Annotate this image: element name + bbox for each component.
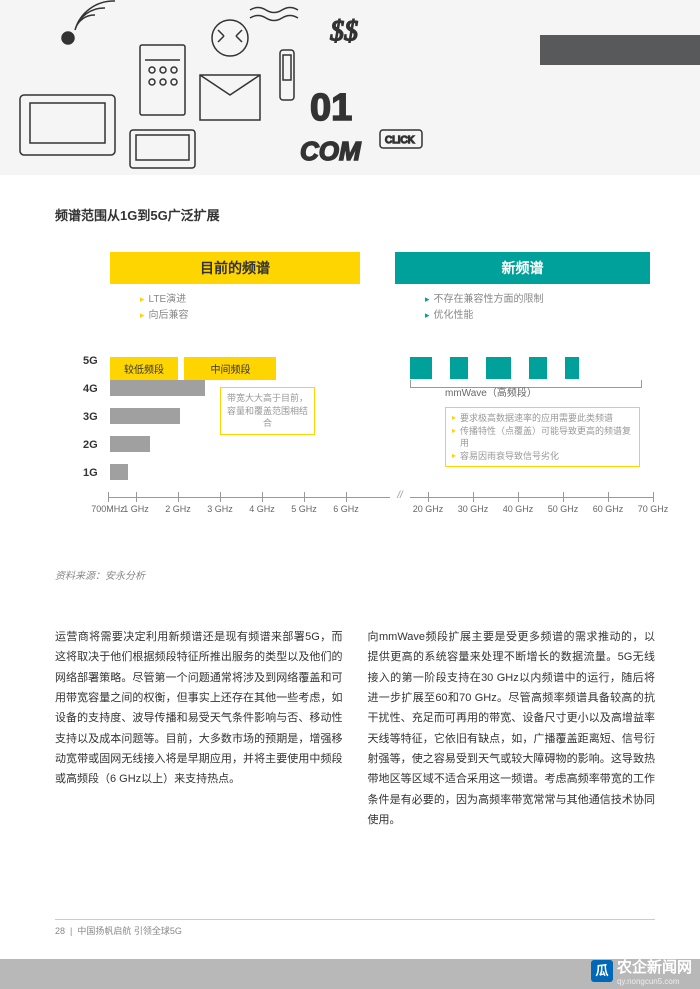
new-spectrum-title: 新频谱 [395,252,650,284]
watermark: 瓜 农企新闻网 qy.nongcun5.com [591,956,692,986]
body-text: 运营商将需要决定利用新频谱还是现有频谱来部署5G，而这将取决于他们根据频段特征所… [55,627,655,830]
svg-text:COM: COM [300,136,362,166]
svg-text:CLICK: CLICK [385,135,415,146]
left-note: 带宽大大高于目前，容量和覆盖范围相结合 [220,387,315,435]
axis-break: // [390,490,410,504]
watermark-logo: 瓜 [591,960,613,982]
frequency-axis: // 700MHz1 GHz2 GHz3 GHz4 GHz5 GHz6 GHz2… [108,492,653,520]
column-1: 运营商将需要决定利用新频谱还是现有频谱来部署5G，而这将取决于他们根据频段特征所… [55,627,343,830]
new-bullets: 不存在兼容性方面的限制 优化性能 [395,292,650,324]
svg-text:01: 01 [310,87,352,129]
section-title: 频谱范围从1G到5G广泛扩展 [55,205,655,224]
current-bullets: LTE演进 向后兼容 [110,292,360,324]
main-content: 频谱范围从1G到5G广泛扩展 目前的频谱 LTE演进 向后兼容 新频谱 不存在兼… [0,175,700,830]
current-spectrum-title: 目前的频谱 [110,252,360,284]
header-illustration: $$ 01 COM CLICK [0,0,700,175]
spectrum-chart: 目前的频谱 LTE演进 向后兼容 新频谱 不存在兼容性方面的限制 优化性能 较低… [55,252,655,552]
mmwave-label: mmWave（高频段） [445,384,537,399]
svg-text:$$: $$ [330,16,358,47]
generation-bars: 5G4G3G2G1G [55,352,365,492]
source-note: 资料来源：安永分析 [55,567,655,582]
footer-bar: 瓜 农企新闻网 qy.nongcun5.com [0,959,700,989]
page-footer: 28 | 中国扬帆启航 引领全球5G [0,919,700,941]
header-gray-bar [540,35,700,65]
column-2: 向mmWave频段扩展主要是受更多频谱的需求推动的，以提供更高的系统容量来处理不… [368,627,656,830]
right-note: 要求极高数据速率的应用需要此类频谱 传播特性（点覆盖）可能导致更高的频谱复用 容… [445,407,640,467]
